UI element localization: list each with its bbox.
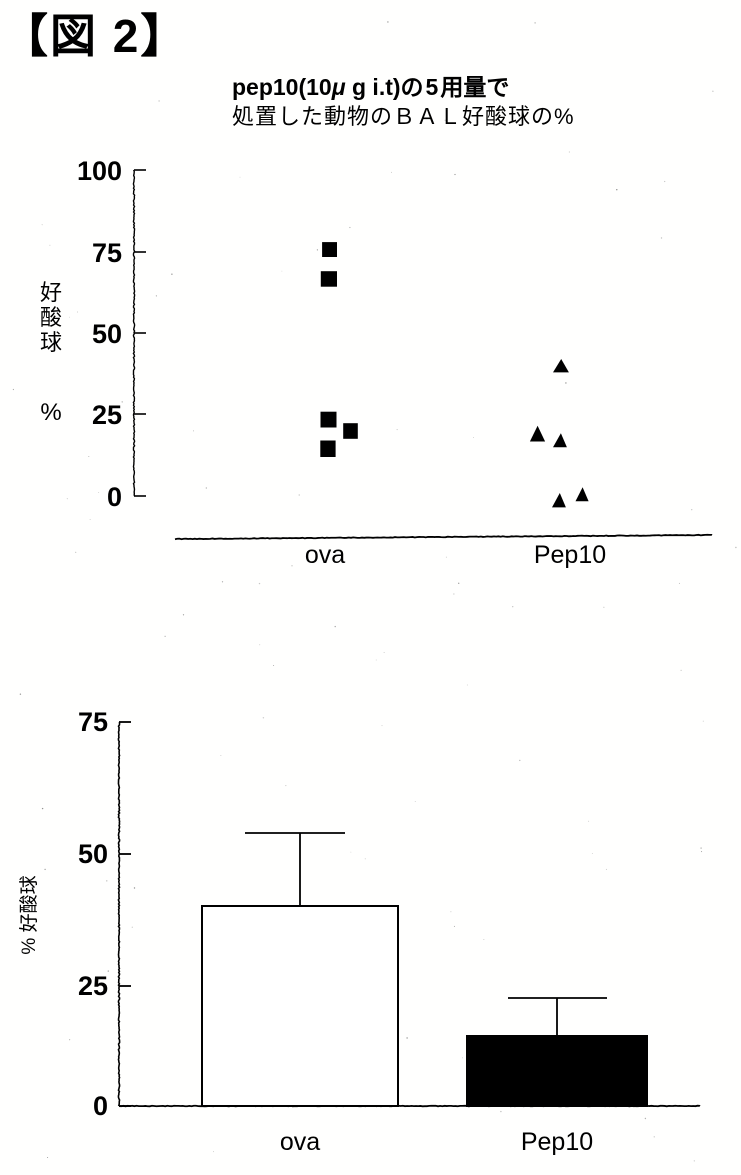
svg-text:Pep10: Pep10: [521, 1128, 593, 1156]
svg-text:pep10(10μ g i.t)の5用量で: pep10(10μ g i.t)の5用量で: [232, 74, 509, 100]
svg-text:0: 0: [93, 1091, 108, 1121]
svg-text:75: 75: [78, 707, 108, 737]
svg-text:50: 50: [78, 839, 108, 869]
svg-text:25: 25: [78, 971, 108, 1001]
svg-text:100: 100: [77, 156, 122, 186]
svg-text:好: 好: [40, 280, 62, 305]
svg-text:% 好酸球: % 好酸球: [18, 875, 40, 954]
svg-text:75: 75: [92, 238, 122, 268]
svg-text:ova: ova: [280, 1128, 320, 1156]
svg-text:【図 2】: 【図 2】: [2, 10, 188, 62]
svg-text:球: 球: [40, 330, 62, 355]
svg-text:0: 0: [107, 482, 122, 512]
svg-text:ova: ova: [305, 541, 345, 569]
svg-text:酸: 酸: [40, 305, 62, 330]
svg-text:Pep10: Pep10: [534, 541, 606, 569]
svg-text:%: %: [40, 399, 61, 426]
svg-text:処置した動物のＢＡＬ好酸球の%: 処置した動物のＢＡＬ好酸球の%: [232, 104, 575, 129]
svg-text:50: 50: [92, 319, 122, 349]
svg-text:25: 25: [92, 400, 122, 430]
